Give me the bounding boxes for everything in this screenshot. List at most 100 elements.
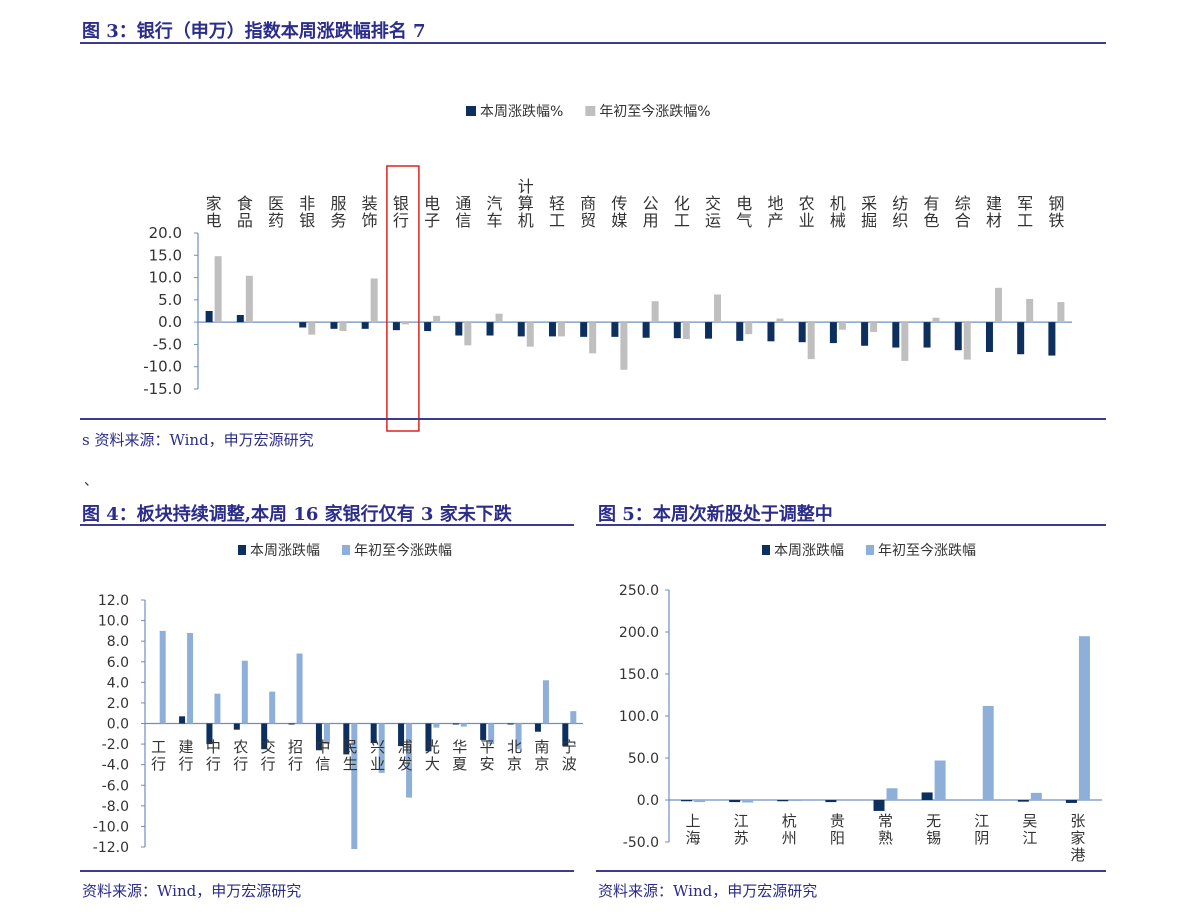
category-label-char: 杭 (782, 812, 797, 830)
bar-ytd (651, 301, 659, 323)
category-label-char: 州 (782, 829, 797, 847)
bar-ytd (589, 322, 597, 354)
y-tick-label: -2.0 (102, 737, 129, 753)
legend-label-weekly: 本周涨跌幅 (250, 543, 320, 559)
category-label-char: 机 (830, 194, 846, 213)
bar-weekly (392, 322, 400, 331)
bar-weekly (1065, 800, 1077, 803)
fig3-chart: 本周涨跌幅% 年初至今涨跌幅% 20.0 15.0 10.0 5.0 0.0 -5.0 -10.… (143, 103, 1072, 432)
category-label-char: 中 (315, 738, 330, 756)
bar-weekly (873, 800, 885, 811)
category-label-char: 合 (955, 211, 971, 230)
category-label-char: 食 (237, 194, 253, 213)
category-label-char: 贸 (580, 211, 596, 230)
bar-ytd (932, 317, 940, 323)
fig4-title-rule (80, 524, 574, 526)
y-tick-label: 15.0 (149, 246, 182, 264)
bar-ytd (934, 760, 946, 800)
bar-weekly (361, 322, 369, 329)
bar-ytd (542, 680, 549, 724)
category-label-char: 建 (179, 738, 194, 756)
category-label-char: 港 (1070, 846, 1085, 864)
category-label-char: 有 (924, 194, 940, 213)
category-label-char: 务 (330, 211, 346, 230)
bar-ytd (742, 800, 754, 803)
category-label-char: 械 (830, 211, 846, 230)
highlight-box-bank (386, 165, 420, 432)
fig5-title: 图 5：本周次新股处于调整中 (598, 504, 833, 525)
bar-weekly (736, 322, 744, 341)
category-label-char: 算 (518, 194, 534, 213)
y-tick-label: -5.0 (153, 335, 182, 353)
bar-weekly (729, 800, 741, 803)
bar-weekly (892, 322, 900, 348)
y-tick-label: 8.0 (107, 634, 129, 650)
y-tick-label: 4.0 (107, 675, 129, 691)
category-label-char: 北 (507, 738, 522, 756)
bar-weekly (954, 322, 962, 351)
category-label-char: 计 (518, 177, 534, 196)
bar-weekly (315, 723, 322, 751)
bar-ytd (308, 322, 316, 335)
bar-ytd (269, 691, 276, 724)
category-label-char: 化 (674, 194, 690, 213)
bar-weekly (1048, 322, 1056, 356)
category-label-char: 夏 (452, 755, 467, 773)
legend-swatch-ytd (585, 106, 596, 116)
category-label-char: 平 (480, 738, 495, 756)
bar-ytd (406, 723, 413, 798)
y-tick-label: -6.0 (102, 778, 129, 794)
category-label-char: 行 (151, 755, 166, 773)
separator-mark: 、 (84, 473, 98, 489)
category-label-char: 商 (580, 194, 596, 213)
bar-ytd (901, 322, 909, 361)
category-label-char: 熟 (878, 829, 893, 847)
fig5-title-rule (596, 524, 1106, 526)
legend-swatch-ytd (866, 545, 874, 555)
bar-weekly (580, 322, 588, 337)
bar-weekly (507, 723, 514, 725)
legend-label-ytd: 年初至今涨跌幅 (878, 542, 976, 559)
bar-weekly (705, 322, 713, 339)
category-label-char: 行 (261, 755, 276, 773)
bar-weekly (767, 322, 775, 342)
fig4-source: 资料来源：Wind，申万宏源研究 (82, 882, 302, 900)
category-label-char: 机 (518, 211, 534, 230)
category-label-char: 生 (343, 755, 358, 773)
category-label-char: 工 (674, 211, 690, 230)
category-label-char: 非 (299, 194, 315, 213)
y-tick-label: -8.0 (102, 799, 129, 815)
category-label-char: 京 (507, 755, 522, 773)
category-label-char: 子 (424, 211, 440, 230)
fig5-bottom-rule (596, 870, 1106, 872)
y-tick-label: -50.0 (623, 835, 659, 851)
category-label-char: 银 (393, 194, 409, 213)
bar-weekly (233, 723, 240, 730)
bar-ytd (460, 723, 467, 727)
legend-swatch-ytd (342, 545, 350, 555)
category-label-char: 常 (878, 812, 893, 830)
category-label-char: 业 (370, 755, 385, 773)
y-tick-label: -4.0 (102, 758, 129, 774)
legend-label-ytd: 年初至今涨跌幅% (599, 103, 710, 120)
y-tick-label: -10.0 (93, 819, 129, 835)
category-label-char: 药 (268, 211, 284, 230)
category-label-char: 阳 (830, 829, 845, 847)
bar-ytd (214, 256, 222, 323)
bar-ytd (694, 800, 706, 803)
category-label-char: 装 (362, 194, 378, 213)
category-label-char: 发 (398, 755, 413, 773)
bar-weekly (534, 723, 541, 732)
bar-ytd (1057, 302, 1065, 323)
category-label-char: 业 (799, 211, 815, 230)
legend-swatch-weekly (466, 106, 476, 116)
bar-weekly (798, 322, 806, 343)
category-label-char: 综 (955, 194, 971, 213)
category-label-char: 中 (206, 738, 221, 756)
bar-weekly (236, 315, 244, 323)
category-label-char: 上 (686, 812, 701, 830)
category-label-char: 产 (767, 211, 783, 230)
bar-weekly (370, 723, 377, 744)
y-tick-label: 10.0 (149, 269, 182, 287)
